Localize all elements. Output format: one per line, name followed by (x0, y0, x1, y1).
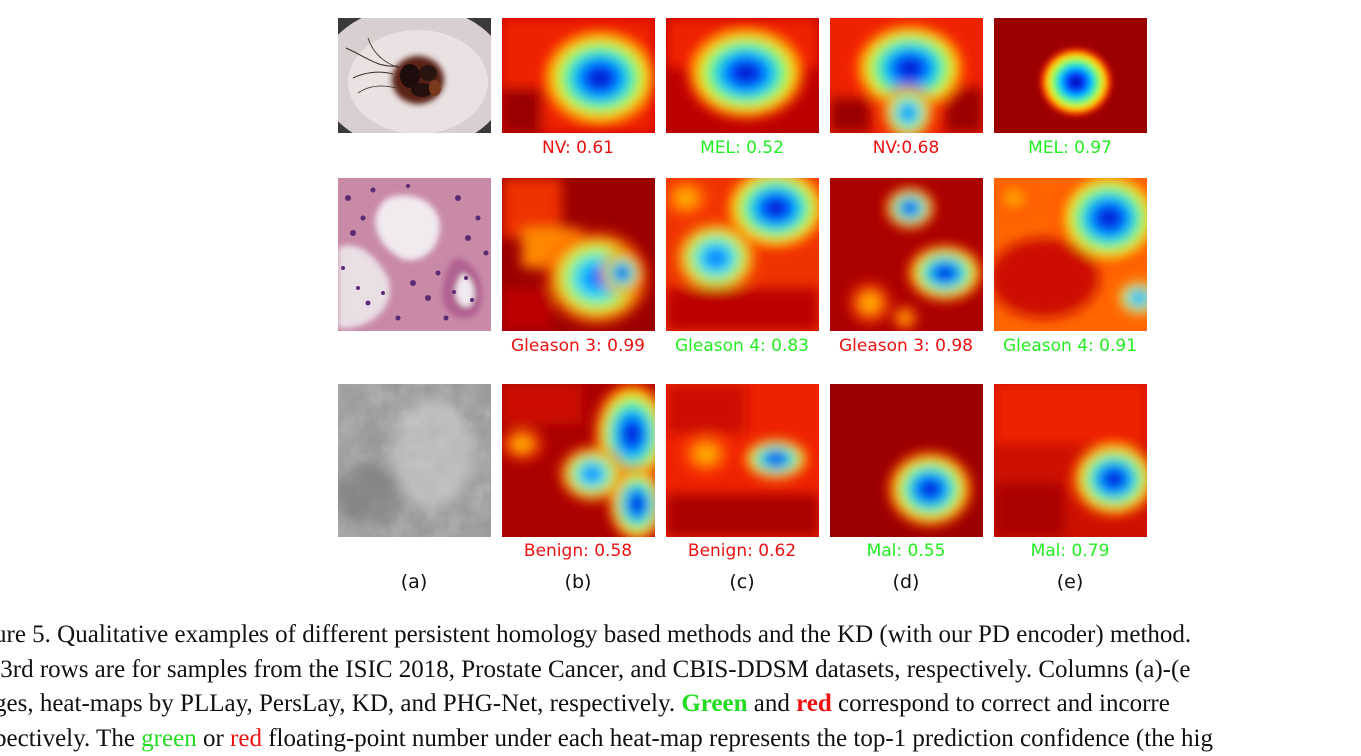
caption-green: green (141, 724, 197, 752)
caption-line-4: pectively. The green or red floating-poi… (0, 722, 1361, 756)
label-isic-pllay: NV: 0.61 (542, 138, 614, 158)
caption-line-3-end: correspond to correct and incorre (831, 690, 1170, 717)
label-cbis-phg-net: Mal: 0.79 (1030, 541, 1110, 561)
caption-or: or (196, 724, 231, 752)
caption-red: red (230, 724, 262, 752)
mammogram-image (338, 384, 491, 537)
label-prostate-perslay: Gleason 4: 0.83 (674, 336, 809, 356)
label-isic-phg-net: MEL: 0.97 (1028, 138, 1112, 158)
heatmap-prostate-pllay (502, 178, 655, 331)
label-cbis-perslay: Benign: 0.62 (687, 541, 797, 561)
column-letter-b: (b) (564, 571, 592, 593)
heatmap-prostate-phg-net (994, 178, 1147, 331)
heatmap-cbis-phg-net (994, 384, 1147, 537)
heatmap-isic-pllay (502, 18, 655, 133)
heatmap-cbis-pllay (502, 384, 655, 537)
histology-image (338, 178, 491, 331)
label-cbis-kd: Mal: 0.55 (866, 541, 946, 561)
column-letter-a: (a) (400, 571, 428, 593)
label-cbis-pllay: Benign: 0.58 (523, 541, 633, 561)
heatmap-prostate-perslay (666, 178, 819, 331)
caption-line-4-start: pectively. The (0, 724, 142, 752)
heatmap-cbis-kd (830, 384, 983, 537)
heatmap-prostate-kd (830, 178, 983, 331)
figure-5: NV: 0.61 MEL: 0.52 NV:0.68 MEL: 0.97 Gle… (338, 18, 1147, 593)
label-isic-kd: NV:0.68 (872, 138, 940, 158)
caption-line-3-start: ges, heat-maps by PLLay, PersLay, KD, an… (0, 690, 682, 717)
caption-line-1: ure 5. Qualitative examples of different… (0, 621, 1192, 648)
caption-and: and (747, 690, 797, 717)
label-prostate-pllay: Gleason 3: 0.99 (510, 336, 645, 356)
label-prostate-phg-net: Gleason 4: 0.91 (1002, 336, 1137, 356)
heatmap-cbis-perslay (666, 384, 819, 537)
label-prostate-kd: Gleason 3: 0.98 (838, 336, 973, 356)
column-letter-c: (c) (729, 571, 755, 593)
column-letter-d: (d) (892, 571, 920, 593)
heatmap-isic-phg-net (994, 18, 1147, 133)
caption-line-2: 3rd rows are for samples from the ISIC 2… (0, 655, 1191, 683)
label-isic-perslay: MEL: 0.52 (700, 138, 784, 158)
heatmap-isic-kd (830, 18, 983, 133)
column-letter-e: (e) (1056, 571, 1084, 593)
heatmap-isic-perslay (666, 18, 819, 133)
caption-red-bold: red (796, 690, 832, 717)
caption-line-3: ges, heat-maps by PLLay, PersLay, KD, an… (0, 687, 1361, 722)
figure-caption: ure 5. Qualitative examples of different… (0, 618, 1361, 756)
caption-green-bold: Green (681, 690, 748, 717)
caption-line-4-end: floating-point number under each heat-ma… (261, 724, 1213, 752)
skin-lesion-image (338, 18, 491, 133)
